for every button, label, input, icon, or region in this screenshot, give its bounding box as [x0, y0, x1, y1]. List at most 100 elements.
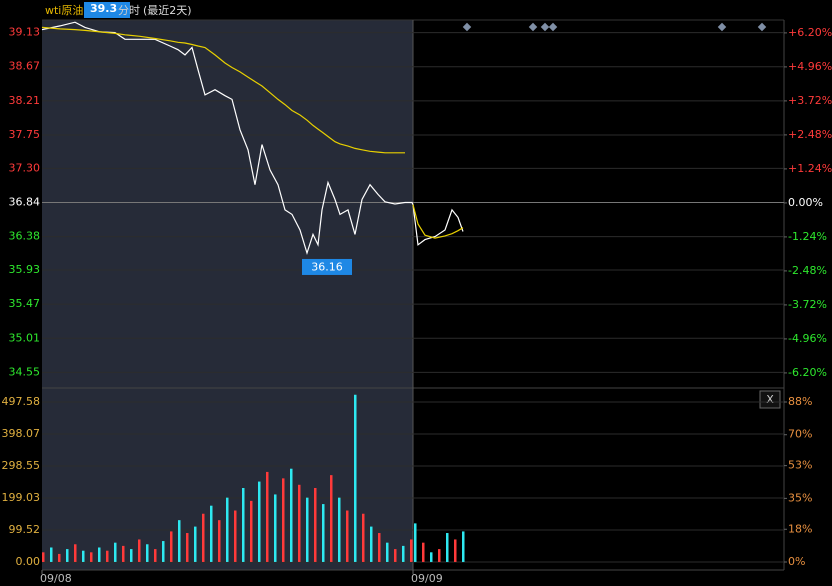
y-tick-label: 38.21 [9, 94, 41, 107]
y2-tick-label: +1.24% [788, 162, 832, 175]
volume-bar [242, 488, 245, 562]
volume-bar [90, 552, 93, 562]
event-marker [540, 22, 550, 32]
close-button-label[interactable]: X [766, 393, 774, 406]
y-tick-label: 37.30 [9, 161, 41, 174]
close-button[interactable] [759, 390, 781, 409]
volume-bar [250, 500, 253, 562]
volume-bar [218, 520, 221, 562]
price-line [41, 21, 464, 256]
y-tick-label: 35.93 [9, 263, 41, 276]
y2-tick-label: 70% [788, 428, 812, 441]
volume-bar [314, 488, 317, 562]
y2-tick-label: +2.48% [788, 128, 832, 141]
volume-bar [346, 510, 349, 562]
volume-bar [378, 533, 381, 562]
cursor-label: 39.3 [90, 2, 117, 15]
y2-tick-label: 53% [788, 459, 812, 472]
volume-bar [82, 550, 85, 562]
volume-bar [282, 478, 285, 562]
y2-tick-label: 0% [788, 555, 805, 568]
event-marker [548, 22, 558, 32]
x-tick-label: 09/08 [40, 572, 72, 585]
volume-bar [154, 549, 157, 562]
y2-tick-label: +3.72% [788, 94, 832, 107]
volume-bar [234, 510, 237, 562]
y-tick-label: 34.55 [9, 365, 41, 378]
subtitle: 分时 [118, 4, 140, 17]
min-label: 36.16 [311, 260, 343, 273]
y-tick-label: 199.03 [2, 491, 41, 504]
volume-bar [98, 547, 101, 562]
volume-bar [322, 504, 325, 562]
volume-bar [438, 549, 441, 562]
volume-bar [410, 539, 413, 562]
y2-tick-label: -6.20% [788, 366, 827, 379]
volume-bar [186, 533, 189, 562]
volume-bar [178, 520, 181, 562]
volume-bar [362, 513, 365, 562]
volume-bar [258, 481, 261, 562]
volume-bar [170, 531, 173, 562]
volume-bar [50, 547, 53, 562]
min-label-box [302, 258, 352, 275]
volume-bar [430, 552, 433, 562]
volume-bar [106, 550, 109, 562]
y2-tick-label: 18% [788, 522, 812, 535]
y2-tick-label: +4.96% [788, 60, 832, 73]
volume-bar [422, 542, 425, 562]
y-tick-label: 39.13 [9, 26, 41, 39]
volume-bar [130, 549, 133, 562]
y-tick-label: 0.00 [16, 555, 41, 568]
volume-bar [394, 549, 397, 562]
y2-tick-label: 0.00% [788, 196, 823, 209]
volume-bar [202, 513, 205, 562]
y-tick-label: 99.52 [9, 523, 41, 536]
volume-bar [290, 468, 293, 562]
event-markers [462, 22, 767, 32]
price-line [41, 26, 464, 239]
volume-bar [414, 523, 417, 562]
volume-bar [330, 475, 333, 562]
cursor-box [84, 2, 130, 18]
volume-bar [42, 552, 45, 562]
y2-tick-label: 35% [788, 491, 812, 504]
event-marker [717, 22, 727, 32]
volume-bar [266, 471, 269, 562]
volume-bar [370, 526, 373, 562]
y-tick-label: 398.07 [2, 427, 41, 440]
y-tick-label: 298.55 [2, 459, 41, 472]
volume-bar [462, 531, 465, 562]
volume-bar [74, 544, 77, 562]
event-marker [462, 22, 472, 32]
y2-tick-label: 88% [788, 395, 812, 408]
volume-bar [338, 497, 341, 562]
volume-bar [66, 549, 69, 562]
event-marker [528, 22, 538, 32]
volume-bar [446, 533, 449, 562]
y2-tick-label: +6.20% [788, 26, 832, 39]
volume-bar [306, 497, 309, 562]
y2-tick-label: -2.48% [788, 264, 827, 277]
day-panel [42, 20, 413, 570]
volume-bar [58, 553, 61, 562]
y2-tick-label: -1.24% [788, 230, 827, 243]
y-tick-label: 36.38 [9, 230, 41, 243]
y2-tick-label: -3.72% [788, 298, 827, 311]
y-tick-label: 38.67 [9, 60, 41, 73]
volume-bar [354, 394, 357, 562]
chart-title: wti原油 [45, 3, 83, 17]
y-tick-label: 497.58 [2, 395, 41, 408]
volume-bar [146, 544, 149, 562]
x-tick-label: 09/09 [411, 572, 443, 585]
volume-bar [298, 484, 301, 562]
volume-bar [210, 505, 213, 562]
volume-bar [454, 539, 457, 562]
volume-bar [114, 542, 117, 562]
y-tick-label: 35.01 [9, 331, 41, 344]
volume-bar [274, 494, 277, 562]
volume-bar [194, 526, 197, 562]
event-marker [757, 22, 767, 32]
